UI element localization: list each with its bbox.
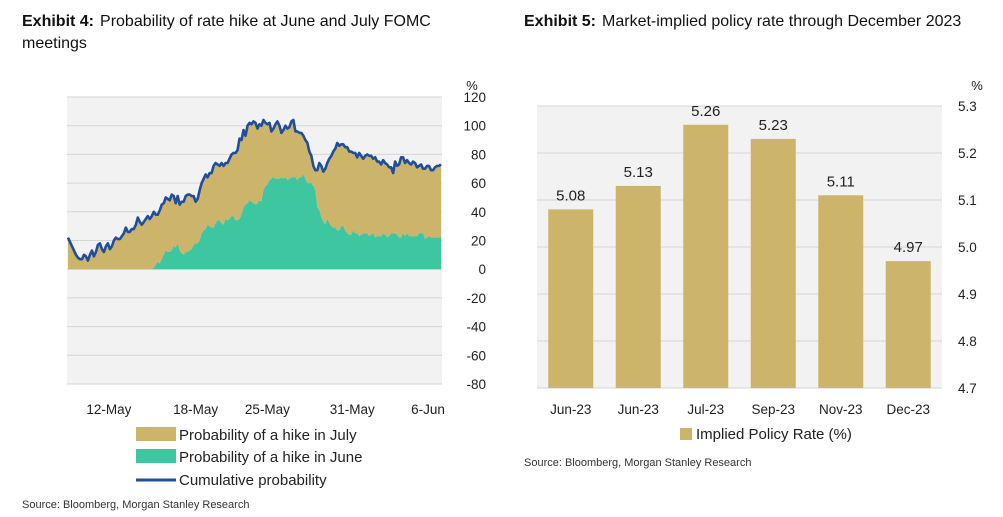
x-tick-label: 12-May	[86, 402, 131, 417]
data-label: 5.26	[691, 103, 720, 120]
bar	[885, 261, 931, 388]
y-tick-label: 5.0	[958, 240, 977, 255]
bar	[683, 124, 729, 389]
legend-swatch	[680, 428, 692, 440]
y-tick-label: 4.9	[958, 287, 977, 302]
legend-label: Probability of a hike in July	[179, 427, 357, 444]
y-tick-label: 40	[471, 205, 486, 220]
x-tick-label: 6-Jun	[411, 402, 445, 417]
y-tick-label: -60	[466, 348, 486, 363]
y-tick-label: 4.8	[958, 334, 977, 349]
cumulative-probability-line	[66, 118, 442, 262]
y-unit-label: %	[971, 78, 983, 93]
exhibit5-title-text: Market-implied policy rate through Decem…	[602, 13, 962, 30]
x-tick-label: Jun-23	[618, 402, 659, 417]
y-tick-label: -80	[466, 377, 486, 392]
exhibit5-title: Exhibit 5: Market-implied policy rate thr…	[524, 11, 994, 33]
y-unit-label: %	[466, 78, 478, 93]
y-tick-label: 100	[463, 119, 486, 134]
data-label: 4.97	[894, 239, 923, 256]
data-label: 5.13	[624, 164, 653, 181]
x-tick-label: Nov-23	[819, 402, 863, 417]
exhibit4-label: Exhibit 4:	[22, 13, 95, 30]
bar	[750, 138, 796, 388]
exhibit4-source: Source: Bloomberg, Morgan Stanley Resear…	[22, 499, 250, 511]
legend-swatch	[136, 427, 176, 441]
data-label: 5.23	[759, 117, 788, 134]
x-tick-label: 25-May	[245, 402, 290, 417]
bar	[548, 209, 594, 388]
y-tick-label: 120	[463, 90, 486, 105]
legend-label: Probability of a hike in June	[179, 449, 362, 466]
y-tick-label: 5.1	[958, 193, 977, 208]
y-tick-label: 5.2	[958, 146, 977, 161]
exhibit4-title: Exhibit 4: Probability of rate hike at Ju…	[22, 11, 492, 55]
y-tick-label: -20	[466, 291, 486, 306]
y-tick-label: 4.7	[958, 381, 977, 396]
exhibit4-chart: -80 -60 -40 -20 0 20 40 60 80 100 120% 12-May 18-May…	[66, 78, 486, 489]
y-tick-label: -40	[466, 320, 486, 335]
y-tick-label: 5.3	[958, 99, 977, 114]
x-tick-label: 18-May	[173, 402, 218, 417]
exhibit5-label: Exhibit 5:	[524, 13, 597, 30]
x-tick-label: Jun-23	[550, 402, 591, 417]
exhibit4-title-text: Probability of rate hike at June and Jul…	[22, 13, 431, 52]
y-tick-label: 60	[471, 176, 486, 191]
legend-label: Cumulative probability	[179, 472, 327, 489]
x-tick-label: Jul-23	[687, 402, 724, 417]
june-hike-area	[67, 174, 442, 270]
legend-swatch	[136, 449, 176, 463]
exhibit5-source: Source: Bloomberg, Morgan Stanley Resear…	[524, 457, 752, 469]
data-label: 5.11	[827, 173, 855, 190]
data-label: 5.08	[556, 187, 585, 204]
july-hike-area	[67, 119, 442, 270]
legend-label: Implied Policy Rate (%)	[696, 426, 852, 443]
x-tick-label: Sep-23	[751, 402, 795, 417]
bar	[615, 185, 661, 388]
y-tick-label: 80	[471, 147, 486, 162]
y-tick-label: 20	[471, 234, 486, 249]
bar	[818, 195, 864, 388]
y-tick-label: 0	[478, 262, 486, 277]
x-tick-label: 31-May	[330, 402, 375, 417]
x-tick-label: Dec-23	[886, 402, 930, 417]
